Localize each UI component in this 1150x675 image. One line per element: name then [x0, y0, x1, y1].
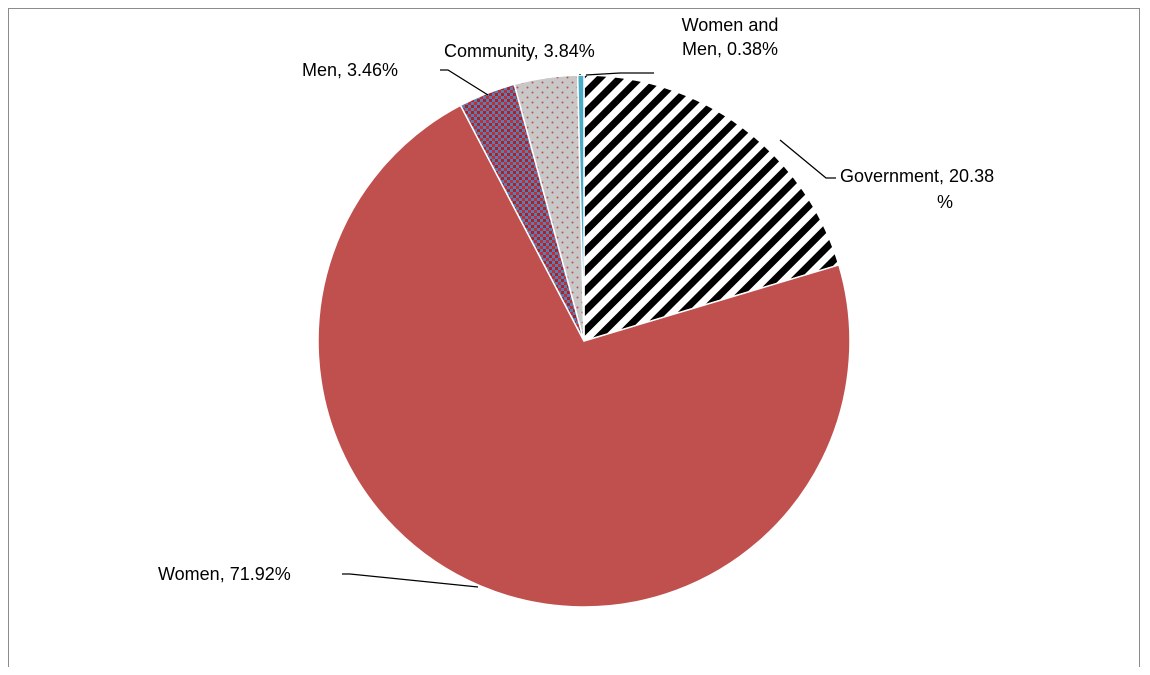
chart-area: [8, 8, 1140, 667]
leader-line-women-and-men: [585, 72, 654, 76]
leader-line-women: [342, 573, 479, 588]
data-label-community: Community, 3.84%: [444, 41, 595, 61]
data-label-men: Men, 3.46%: [302, 60, 398, 80]
pie-slice-women: [317, 104, 851, 608]
data-label-women: Women, 71.92%: [158, 564, 291, 584]
data-label-government: Government, 20.38%: [840, 166, 994, 212]
data-label-women-and-men: Women and Men, 0.38%: [682, 15, 779, 59]
leader-line-government: [779, 139, 836, 179]
leader-line-men: [440, 69, 489, 96]
pie-slice-government: [583, 74, 840, 343]
pie-slice-women-and-men: [576, 74, 585, 342]
